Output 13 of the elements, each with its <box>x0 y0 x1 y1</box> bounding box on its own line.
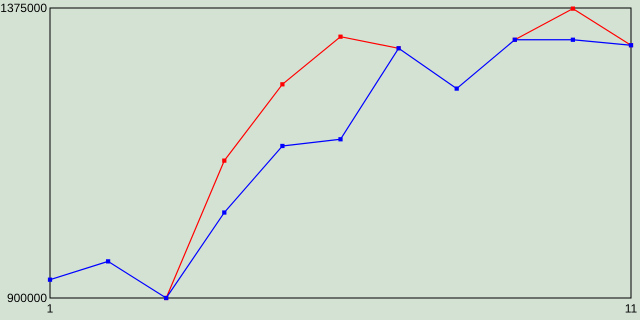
point <box>106 259 110 264</box>
point <box>222 158 226 163</box>
x-tick-label: 11 <box>624 302 638 316</box>
point <box>338 137 343 142</box>
point <box>222 210 226 215</box>
point <box>48 278 52 282</box>
point <box>570 38 576 42</box>
point <box>338 34 343 39</box>
y-tick-label: 900000 <box>6 290 48 305</box>
point <box>454 86 459 91</box>
x-tick-label: 1 <box>46 302 54 316</box>
y-tick-label: 1375000 <box>0 0 48 15</box>
point <box>280 82 285 86</box>
